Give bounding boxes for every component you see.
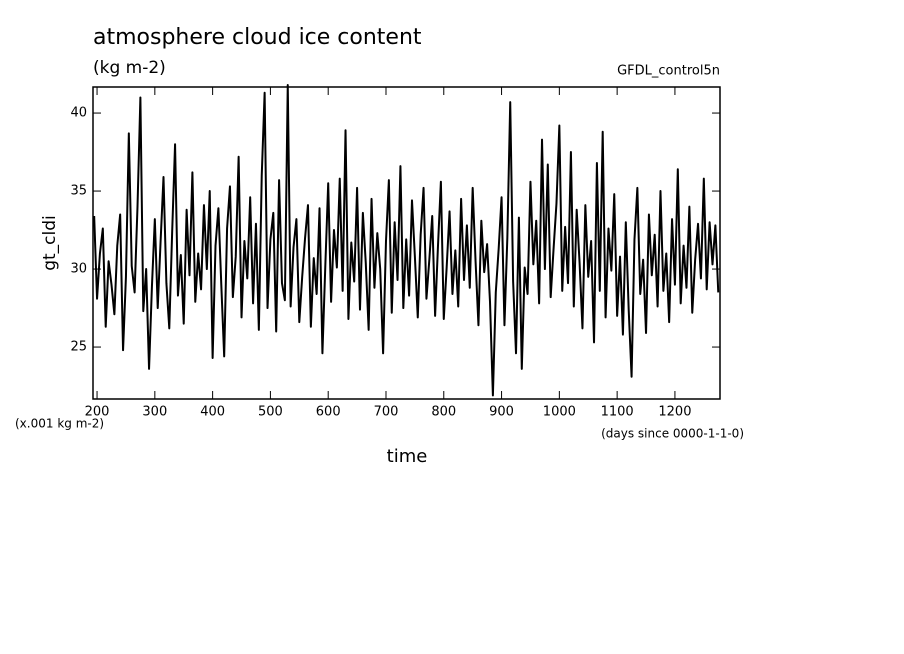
x-tick-label: 500 bbox=[258, 405, 283, 420]
x-tick-label: 300 bbox=[142, 405, 167, 420]
x-tick-label: 1000 bbox=[543, 405, 576, 420]
source-label: GFDL_control5n bbox=[617, 64, 720, 79]
x-axis-label: time bbox=[387, 446, 428, 467]
x-unit-label: (days since 0000-1-1-0) bbox=[601, 427, 744, 441]
x-tick-label: 600 bbox=[316, 405, 341, 420]
chart-subtitle: (kg m-2) bbox=[93, 58, 166, 78]
x-tick-label: 1100 bbox=[601, 405, 634, 420]
x-tick-label: 700 bbox=[374, 405, 399, 420]
y-tick-label: 40 bbox=[70, 106, 87, 121]
y-axis-label: gt_cldi bbox=[40, 215, 60, 271]
y-tick-label: 25 bbox=[70, 340, 87, 355]
x-tick-label: 800 bbox=[431, 405, 456, 420]
y-unit-label: (x.001 kg m-2) bbox=[15, 417, 104, 431]
x-tick-label: 1200 bbox=[658, 405, 691, 420]
chart-title: atmosphere cloud ice content bbox=[93, 25, 422, 50]
x-tick-label: 400 bbox=[200, 405, 225, 420]
y-tick-label: 35 bbox=[70, 184, 87, 199]
plot-frame bbox=[92, 86, 721, 400]
data-line bbox=[93, 83, 720, 397]
y-tick-label: 30 bbox=[70, 262, 87, 277]
x-tick-label: 200 bbox=[85, 405, 110, 420]
x-tick-label: 900 bbox=[489, 405, 514, 420]
